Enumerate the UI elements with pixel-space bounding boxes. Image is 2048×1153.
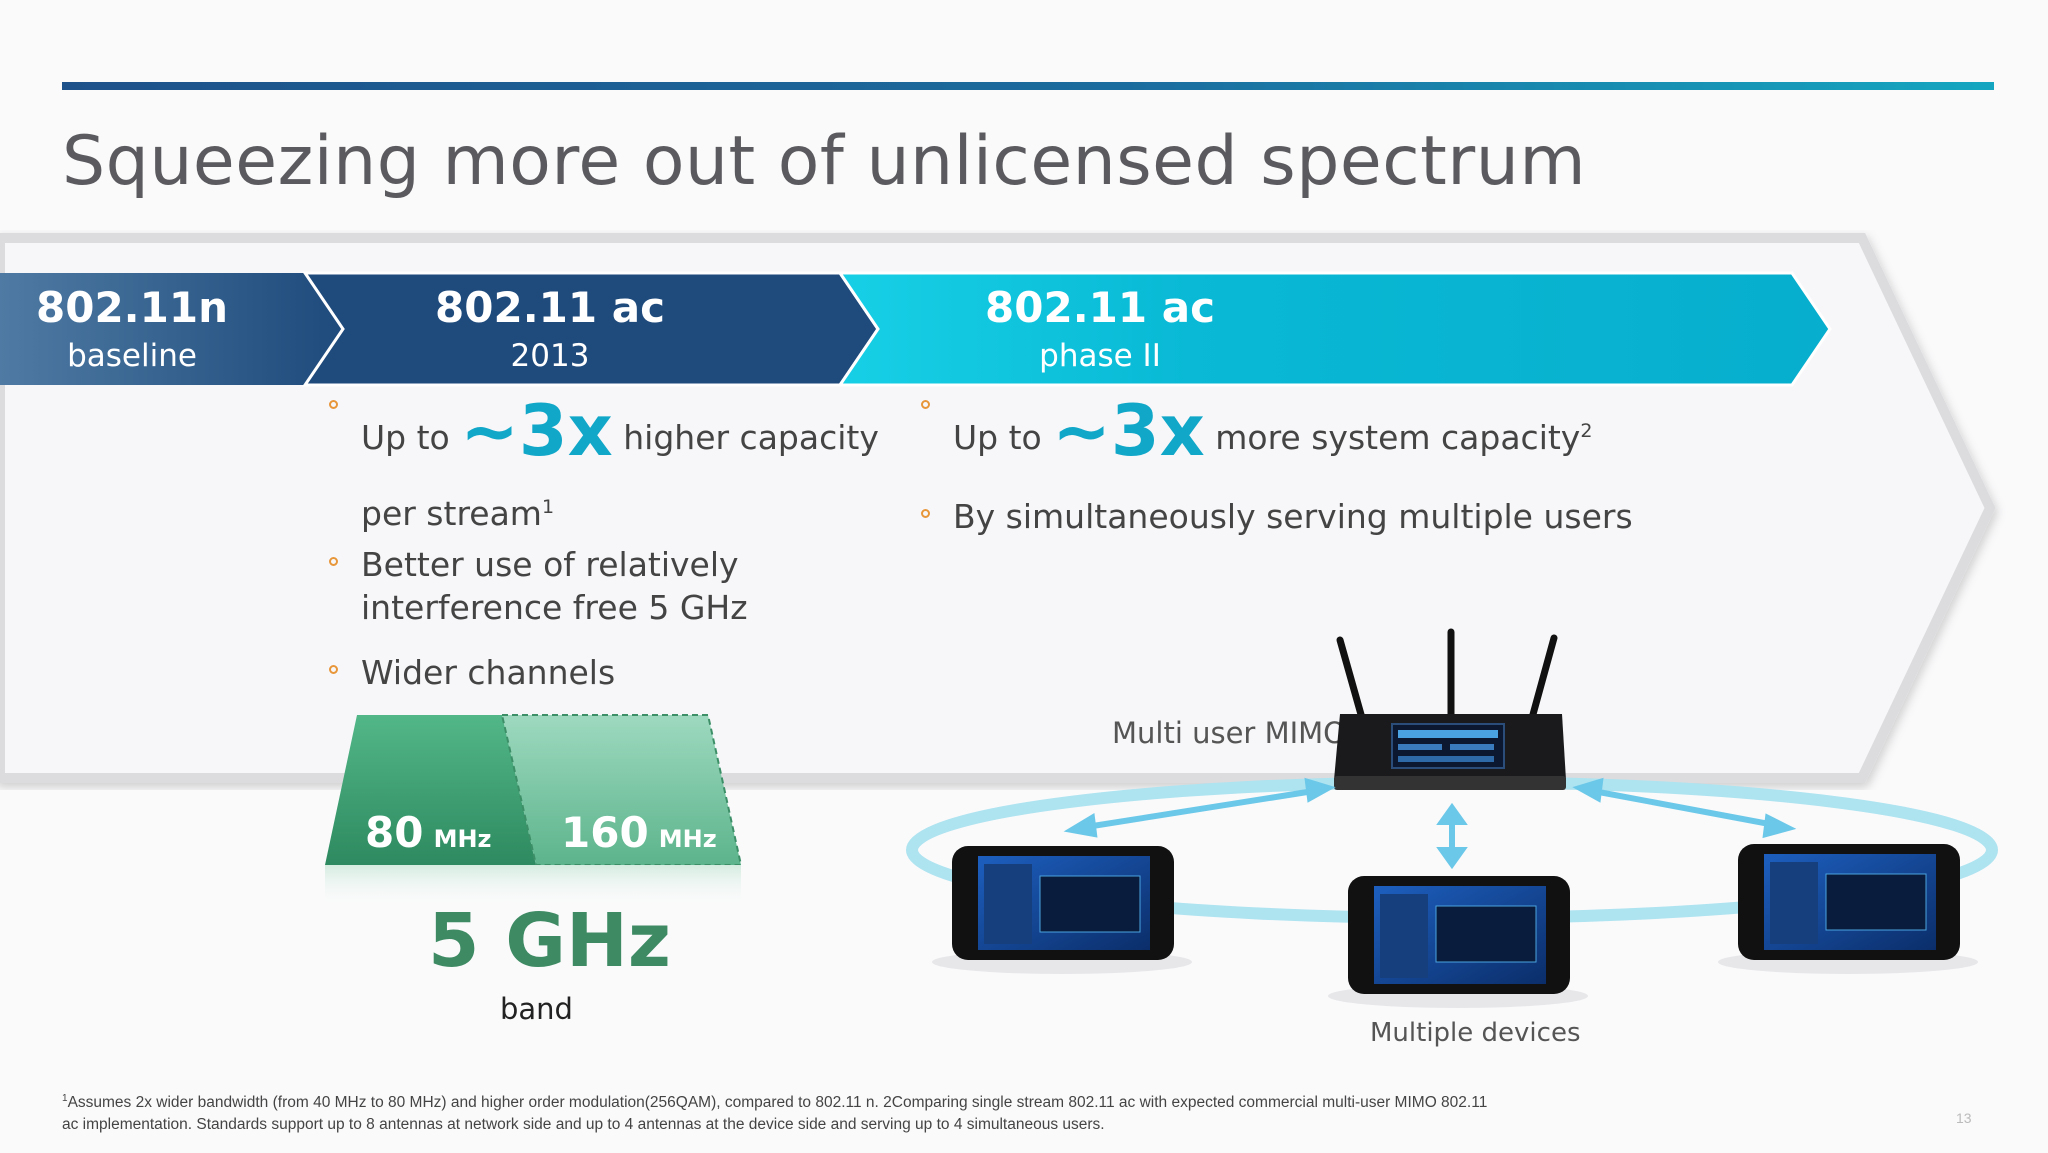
band-sublabel: band [500, 992, 573, 1026]
stage-sub: baseline [67, 338, 197, 374]
footnote: 1Assumes 2x wider bandwidth (from 40 MHz… [62, 1088, 1622, 1136]
channel-80mhz-value: 80 [365, 808, 424, 857]
stage-phase2: 802.11 ac phase II [970, 283, 1230, 374]
tablet-icon-left [932, 846, 1192, 974]
mimo-diagram [906, 628, 1998, 1008]
footnote-text: ac implementation. Standards support up … [62, 1116, 1105, 1134]
stage-chevron-phase2 [837, 271, 1832, 387]
stage-chevron-baseline [0, 273, 343, 385]
bullet-continuation: per stream1 [361, 486, 554, 535]
bullet-text: Up to [361, 418, 450, 457]
channel-80mhz-unit: MHz [433, 825, 492, 853]
bullet-text: interference free 5 GHz [361, 588, 748, 627]
footnote-line: 1Assumes 2x wider bandwidth (from 40 MHz… [62, 1088, 1622, 1114]
stage-baseline: 802.11n baseline [22, 283, 242, 374]
page-number: 13 [1956, 1110, 1972, 1126]
mimo-label: Multi user MIMO [1112, 716, 1346, 750]
bullet-dot [329, 400, 338, 409]
stage-name: 802.11n [36, 283, 228, 332]
page-title: Squeezing more out of unlicensed spectru… [62, 122, 1587, 201]
bullet-text: Up to [953, 418, 1042, 457]
footnote-ref: 1 [541, 496, 555, 518]
channel-width-graphic [325, 714, 743, 907]
stage-sub: 2013 [510, 338, 590, 374]
footnote-text: Assumes 2x wider bandwidth (from 40 MHz … [67, 1094, 1488, 1112]
footnote-ref: 2 [1580, 420, 1593, 442]
channel-80mhz-shape [325, 715, 536, 865]
capacity-multiplier: ~3x [1052, 390, 1205, 472]
channel-160mhz-label: 160 MHz [561, 808, 717, 857]
router-icon [1334, 628, 1566, 790]
top-accent-bar [62, 82, 1994, 90]
band-label: 5 GHz [428, 898, 671, 984]
bullet-dot [921, 400, 930, 409]
bullet-dot [329, 557, 338, 566]
tablet-icon-center [1328, 876, 1588, 1008]
bullet-dot [329, 665, 338, 674]
tablet-icon-right [1718, 844, 1978, 974]
capacity-multiplier: ~3x [460, 390, 613, 472]
channel-160mhz-value: 160 [561, 808, 649, 857]
bullet-text: higher capacity [623, 418, 879, 457]
bullet-text: per stream [361, 494, 542, 533]
stage-name: 802.11 ac [435, 283, 665, 332]
channel-160mhz-unit: MHz [658, 825, 717, 853]
bullet-dot [921, 509, 930, 518]
channel-160mhz-shape [500, 714, 743, 866]
stage-2013: 802.11 ac 2013 [420, 283, 680, 374]
stage-name: 802.11 ac [985, 283, 1215, 332]
bullet-multiple-users: By simultaneously serving multiple users [953, 497, 1633, 536]
channel-80mhz-label: 80 MHz [365, 808, 492, 857]
bullet-interference: Better use of relatively interference fr… [361, 543, 748, 629]
bullet-wider-channels: Wider channels [361, 653, 616, 692]
bullet-text: Better use of relatively [361, 545, 739, 584]
timeline-graphic [0, 233, 1996, 783]
signal-arrows [1063, 777, 1797, 870]
footnote-marker: 1 [62, 1093, 68, 1104]
bullet-text: more system capacity [1215, 418, 1581, 457]
bullet-system-capacity: Up to ~3x more system capacity2 [953, 396, 1593, 466]
devices-label: Multiple devices [1370, 1018, 1581, 1048]
bullet-capacity-per-stream: Up to ~3x higher capacity [361, 396, 879, 466]
stage-sub: phase II [1039, 338, 1161, 374]
